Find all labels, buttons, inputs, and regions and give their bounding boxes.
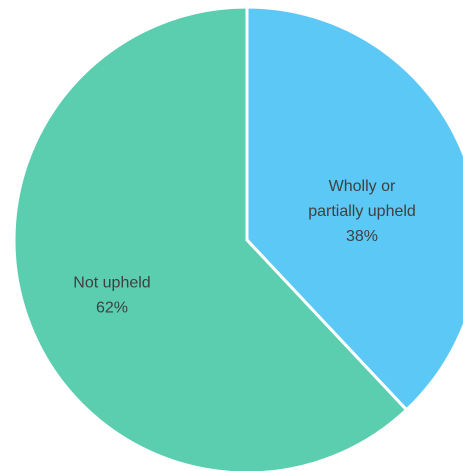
slice-category-label: partially upheld: [308, 203, 416, 220]
pie-slice-1: [12, 5, 409, 471]
slice-category-label: Not upheld: [73, 275, 150, 292]
pie-labels: Wholly or partially upheld 38% Not upheld 62…: [73, 178, 416, 317]
pie-slices: [12, 5, 463, 471]
pie-slice-0: [245, 5, 463, 412]
pie-slice-label-1: Not upheld 62%: [73, 275, 150, 317]
slice-category-label: Wholly or: [329, 178, 396, 195]
slice-value-label: 38%: [346, 228, 378, 245]
slice-value-label: 62%: [96, 300, 128, 317]
pie-slice-label-0: Wholly or partially upheld 38%: [308, 178, 416, 245]
